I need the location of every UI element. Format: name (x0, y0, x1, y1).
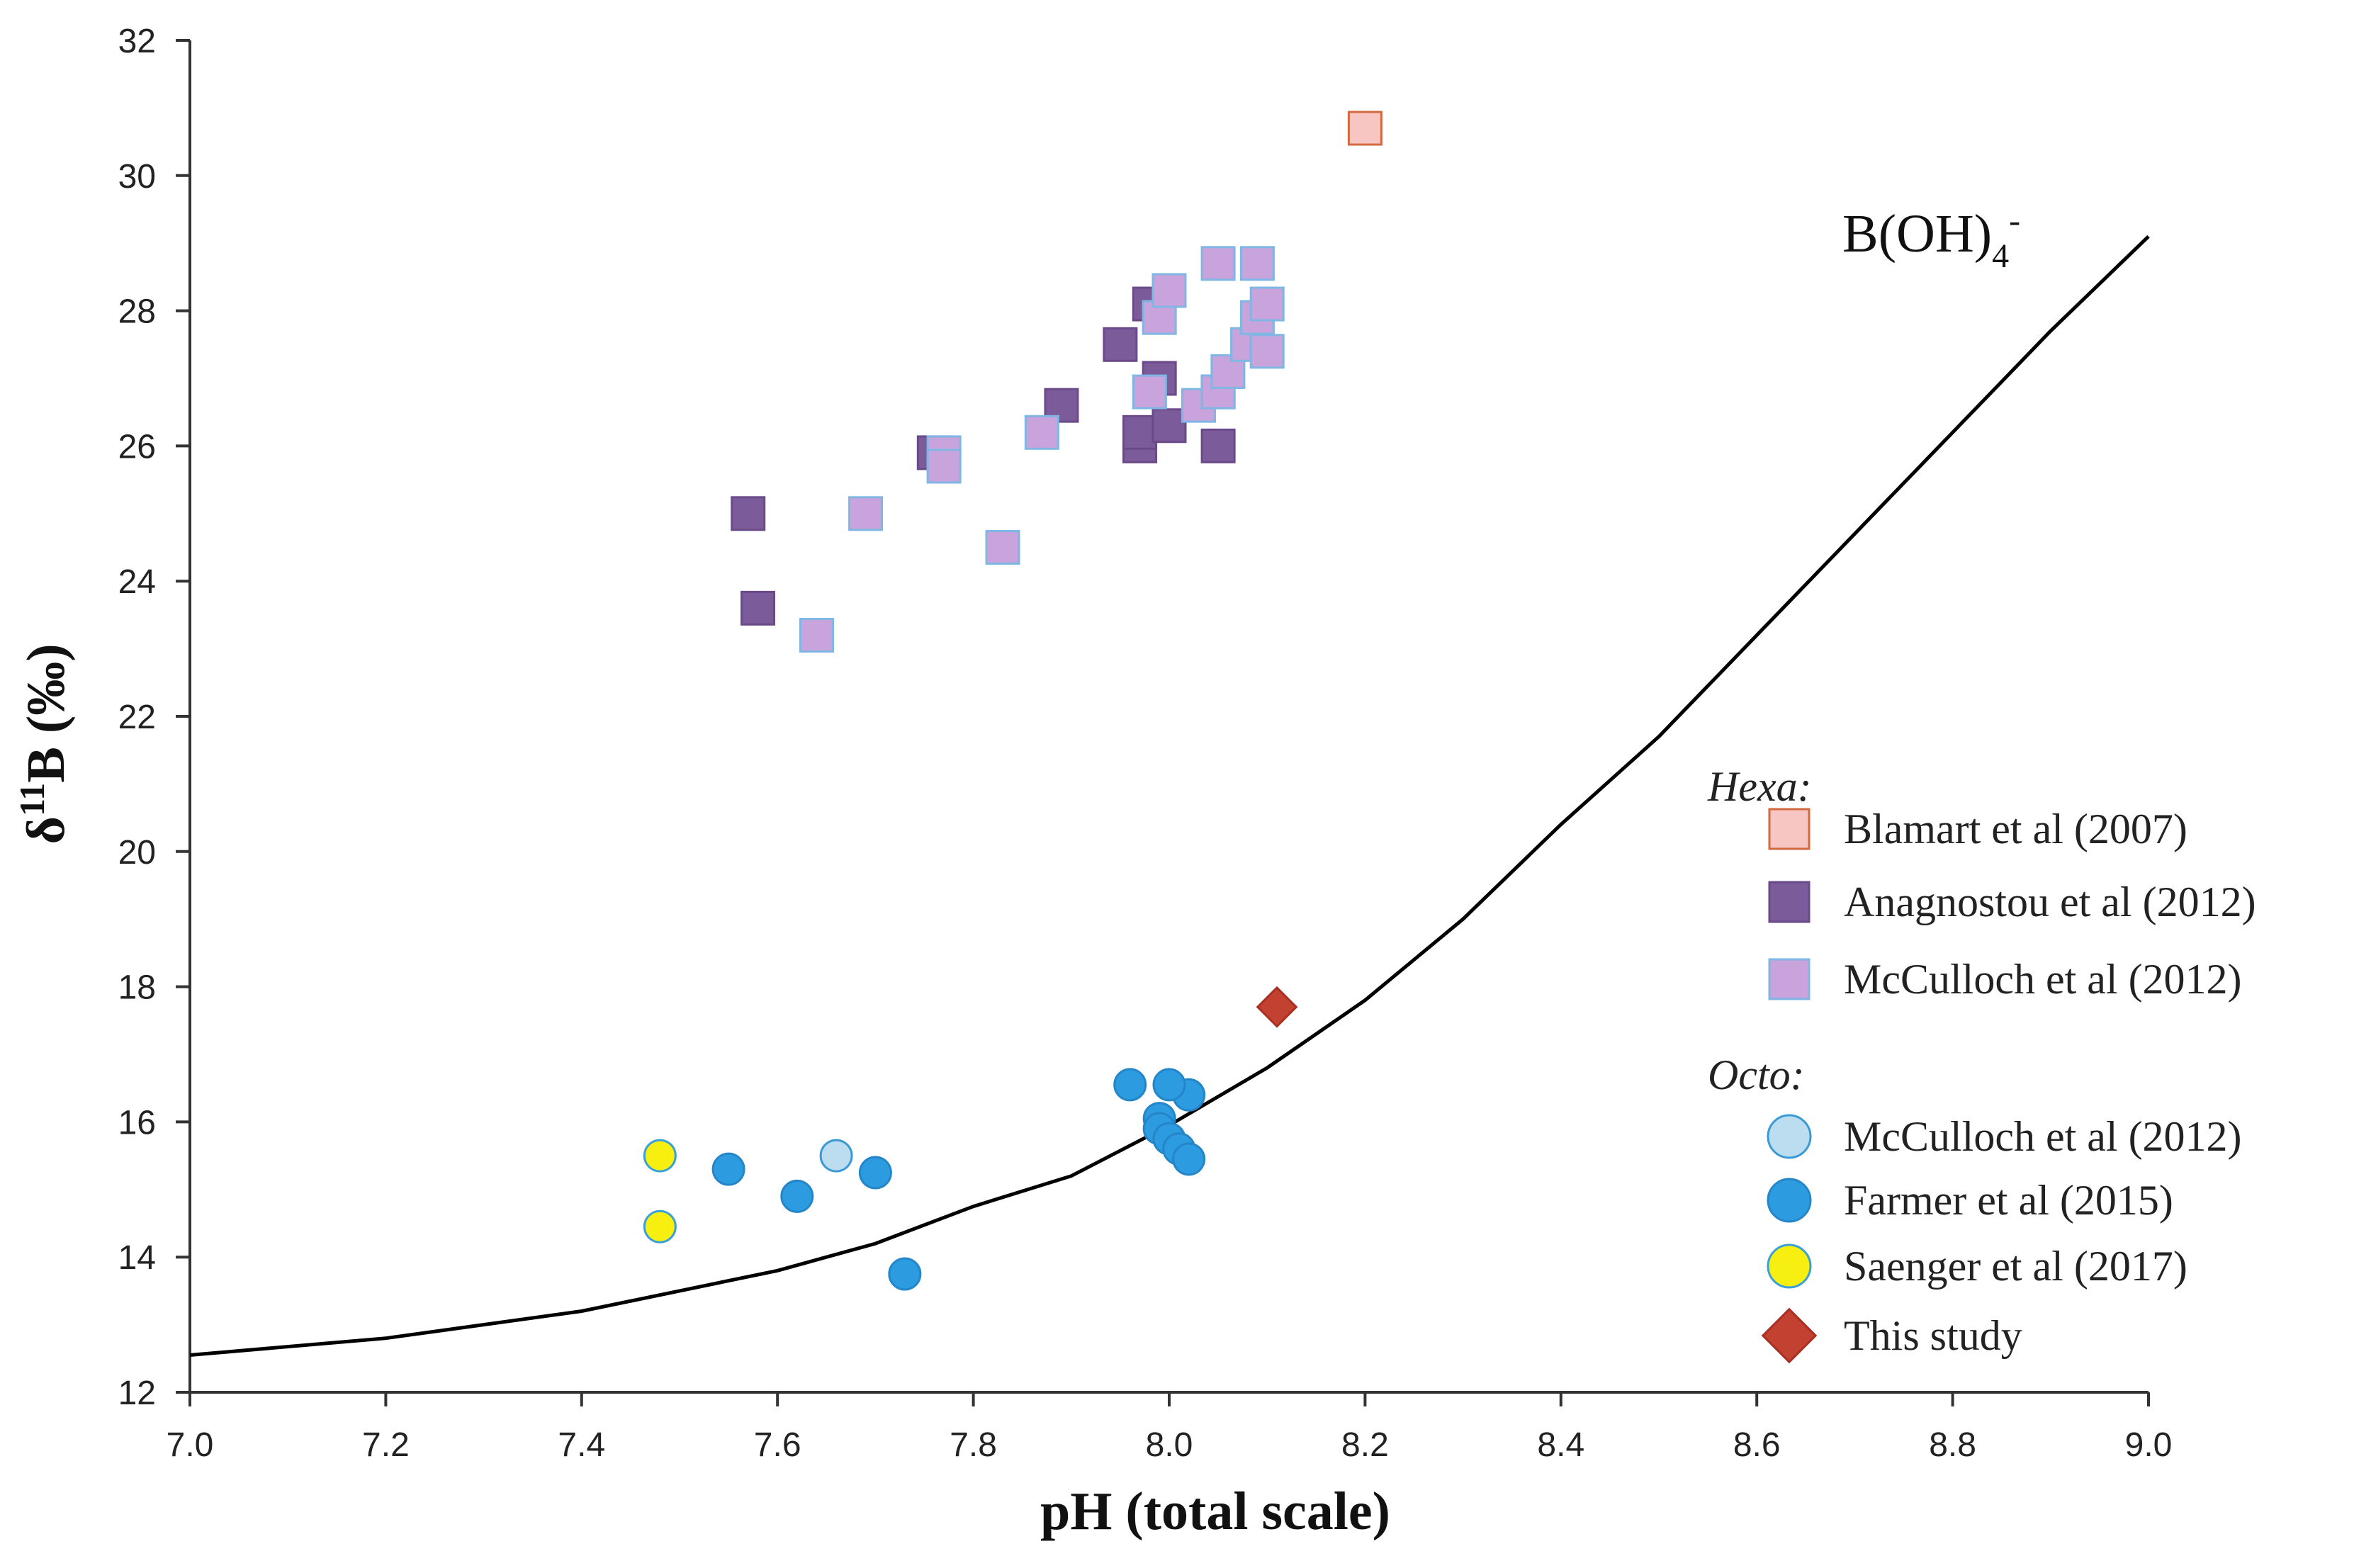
data-point-square-mcculloch-et-al-2012 (1151, 273, 1187, 308)
data-markers (643, 111, 1382, 1291)
x-axis-ticks: 7.0 7.2 7.4 7.6 7.8 8.0 8.2 8.4 8.6 8.8 9.0 (167, 1392, 2173, 1464)
data-point-square-mcculloch-et-al-2012 (1239, 246, 1275, 281)
legend-swatch-diamond (1761, 1307, 1818, 1364)
data-point-circle-farmer-et-al-2015 (780, 1179, 814, 1213)
x-tick-label: 7.6 (754, 1426, 801, 1464)
data-point-circle-farmer-et-al-2015 (858, 1156, 892, 1190)
legend-swatch-square (1768, 881, 1810, 923)
y-tick-label: 22 (118, 699, 156, 736)
legend-swatch-circle (1767, 1243, 1812, 1289)
curve-label-subscript: 4 (1992, 237, 2009, 275)
x-tick-label: 7.8 (950, 1426, 997, 1464)
data-point-circle-farmer-et-al-2015 (1172, 1142, 1206, 1176)
x-axis-title: pH (total scale) (1040, 1482, 1390, 1541)
legend-group-label: Hexa: (1707, 763, 1812, 810)
data-point-circle-saenger-et-al-2017 (643, 1209, 677, 1243)
y-axis-title-superscript: 11 (12, 783, 52, 816)
data-point-square-mcculloch-et-al-2012 (1132, 374, 1167, 410)
legend-entry-label: Saenger et al (2017) (1844, 1243, 2187, 1290)
legend-entry-label: Blamart et al (2007) (1844, 806, 2187, 852)
data-point-square-mcculloch-et-al-2012 (1024, 414, 1059, 450)
x-tick-label: 7.2 (362, 1426, 410, 1464)
curve-label: B(OH)4- (1842, 202, 2020, 275)
legend-swatch-circle (1767, 1114, 1812, 1159)
data-point-square-mcculloch-et-al-2012 (985, 530, 1020, 565)
data-point-square-mcculloch-et-al-2012 (799, 618, 834, 653)
x-tick-label: 7.4 (558, 1426, 605, 1464)
data-point-square-anagnostou-et-al-2012 (1200, 428, 1236, 463)
data-point-square-anagnostou-et-al-2012 (731, 496, 766, 531)
legend-swatch-circle (1767, 1178, 1812, 1223)
y-tick-label: 30 (118, 158, 156, 196)
x-tick-label: 7.0 (167, 1426, 214, 1464)
legend-swatch-square (1768, 958, 1810, 1000)
data-point-circle-farmer-et-al-2015 (711, 1152, 745, 1186)
data-point-square-blamart-et-al-2007 (1347, 111, 1382, 146)
y-tick-label: 18 (118, 969, 156, 1007)
legend: Hexa: Octo: Blamart et al (2007) Anagnostou… (1707, 763, 2256, 1364)
data-point-circle-mcculloch-et-al-2012 (819, 1139, 853, 1173)
data-point-square-mcculloch-et-al-2012 (1200, 246, 1236, 281)
borate-curve-line (189, 235, 2150, 1357)
data-point-square-anagnostou-et-al-2012 (740, 590, 776, 626)
x-tick-label: 8.8 (1929, 1426, 1976, 1464)
curve-label-superscript: - (2009, 202, 2020, 239)
x-tick-label: 8.0 (1146, 1426, 1193, 1464)
data-point-square-mcculloch-et-al-2012 (1249, 334, 1285, 369)
y-tick-label: 12 (118, 1375, 156, 1412)
y-axis-title-suffix: B (‰) (16, 643, 76, 782)
legend-entry-label: McCulloch et al (2012) (1844, 1113, 2242, 1160)
y-tick-label: 28 (118, 293, 156, 331)
y-tick-label: 14 (118, 1239, 156, 1277)
data-point-square-mcculloch-et-al-2012 (848, 496, 884, 531)
legend-swatch-square (1768, 808, 1810, 850)
data-point-square-anagnostou-et-al-2012 (1122, 414, 1158, 450)
curve-label-main: B(OH) (1842, 204, 1992, 264)
legend-entry-label: Anagnostou et al (2012) (1844, 879, 2256, 925)
x-tick-label: 8.6 (1733, 1426, 1781, 1464)
x-tick-label: 9.0 (2125, 1426, 2173, 1464)
y-axis-title-prefix: δ (16, 816, 76, 844)
y-tick-label: 26 (118, 428, 156, 466)
legend-group-label: Octo: (1708, 1051, 1805, 1098)
y-tick-label: 32 (118, 23, 156, 60)
x-tick-label: 8.2 (1341, 1426, 1389, 1464)
data-point-circle-saenger-et-al-2017 (643, 1139, 677, 1173)
y-tick-label: 24 (118, 563, 156, 601)
y-tick-label: 20 (118, 834, 156, 872)
legend-entry-label: Farmer et al (2015) (1844, 1177, 2173, 1224)
data-point-square-anagnostou-et-al-2012 (1103, 327, 1138, 362)
legend-entry-label: McCulloch et al (2012) (1844, 956, 2242, 1003)
legend-entry-label: This study (1844, 1312, 2022, 1359)
y-axis-title: δ11B (‰) (12, 643, 76, 844)
data-point-circle-farmer-et-al-2015 (1113, 1068, 1147, 1102)
data-point-square-mcculloch-et-al-2012 (926, 449, 962, 484)
data-point-diamond-this-study (1256, 986, 1298, 1028)
data-point-circle-farmer-et-al-2015 (888, 1257, 922, 1291)
data-point-square-mcculloch-et-al-2012 (1210, 354, 1246, 389)
data-point-square-mcculloch-et-al-2012 (1249, 286, 1285, 322)
data-point-circle-farmer-et-al-2015 (1152, 1068, 1186, 1102)
y-axis-ticks: 12 14 16 18 20 22 24 26 28 30 32 (118, 23, 190, 1412)
data-point-square-anagnostou-et-al-2012 (1151, 408, 1187, 444)
y-tick-label: 16 (118, 1104, 156, 1141)
x-tick-label: 8.4 (1537, 1426, 1584, 1464)
